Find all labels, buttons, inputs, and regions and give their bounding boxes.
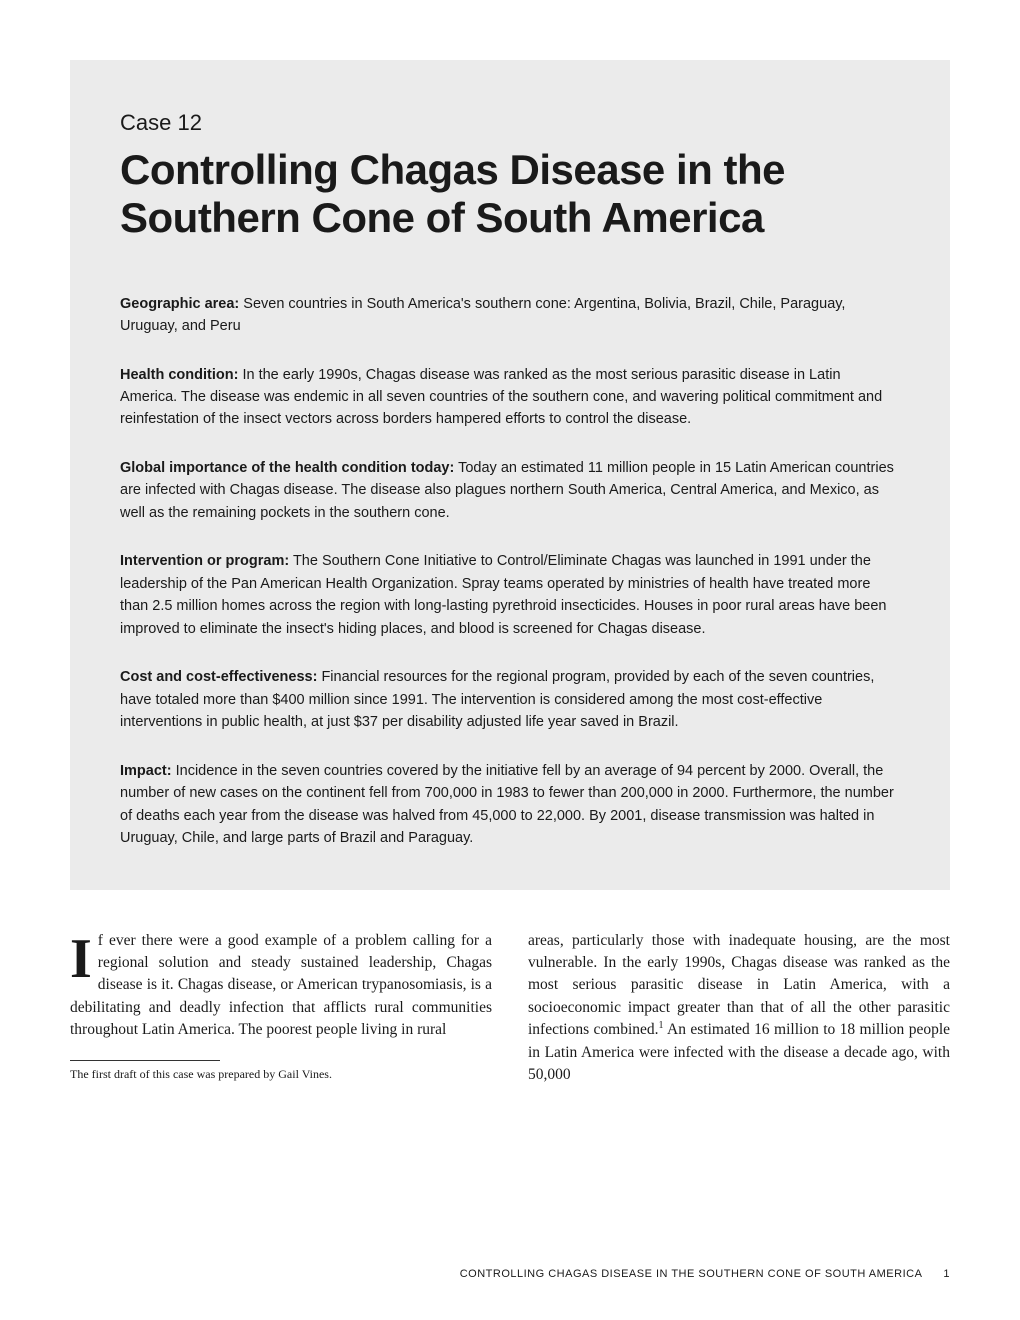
summary-cost: Cost and cost-effectiveness: Financial r… <box>120 666 900 733</box>
summary-intervention: Intervention or program: The Southern Co… <box>120 550 900 640</box>
footnote: The first draft of this case was prepare… <box>70 1067 492 1083</box>
page-footer: CONTROLLING CHAGAS DISEASE IN THE SOUTHE… <box>460 1268 950 1280</box>
page-title: Controlling Chagas Disease in the Southe… <box>120 146 900 243</box>
summary-box: Case 12 Controlling Chagas Disease in th… <box>70 60 950 890</box>
summary-text: Incidence in the seven countries covered… <box>120 763 894 846</box>
summary-health-condition: Health condition: In the early 1990s, Ch… <box>120 364 900 431</box>
summary-label: Impact: <box>120 763 172 779</box>
body-paragraph: areas, particularly those with inadequat… <box>528 930 950 1087</box>
body-paragraph: If ever there were a good example of a p… <box>70 930 492 1042</box>
case-label: Case 12 <box>120 110 900 136</box>
body-col1: f ever there were a good example of a pr… <box>70 932 492 1039</box>
footnote-rule <box>70 1060 220 1061</box>
body-text: If ever there were a good example of a p… <box>70 930 950 1087</box>
summary-global-importance: Global importance of the health conditio… <box>120 457 900 524</box>
summary-label: Health condition: <box>120 367 238 383</box>
page: Case 12 Controlling Chagas Disease in th… <box>0 0 1020 1320</box>
footer-page-number: 1 <box>943 1268 950 1280</box>
footer-title: CONTROLLING CHAGAS DISEASE IN THE SOUTHE… <box>460 1268 922 1280</box>
summary-geographic-area: Geographic area: Seven countries in Sout… <box>120 293 900 338</box>
dropcap: I <box>70 930 98 984</box>
summary-label: Cost and cost-effectiveness: <box>120 669 317 685</box>
summary-impact: Impact: Incidence in the seven countries… <box>120 760 900 850</box>
summary-label: Intervention or program: <box>120 553 289 569</box>
summary-label: Geographic area: <box>120 296 239 312</box>
summary-label: Global importance of the health conditio… <box>120 460 454 476</box>
